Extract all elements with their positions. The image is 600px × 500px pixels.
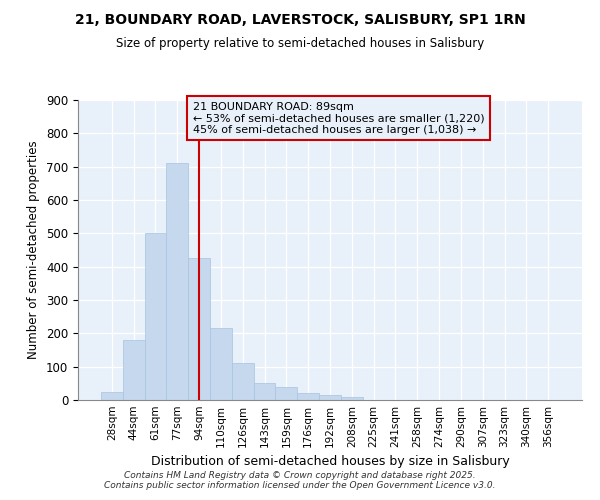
Bar: [188, 258, 210, 400]
Bar: [166, 164, 188, 400]
Text: Contains HM Land Registry data © Crown copyright and database right 2025.
Contai: Contains HM Land Registry data © Crown c…: [104, 470, 496, 490]
Bar: [319, 395, 341, 400]
Bar: [254, 384, 275, 400]
Text: 21, BOUNDARY ROAD, LAVERSTOCK, SALISBURY, SP1 1RN: 21, BOUNDARY ROAD, LAVERSTOCK, SALISBURY…: [74, 12, 526, 26]
Text: 21 BOUNDARY ROAD: 89sqm
← 53% of semi-detached houses are smaller (1,220)
45% of: 21 BOUNDARY ROAD: 89sqm ← 53% of semi-de…: [193, 102, 484, 135]
Text: Size of property relative to semi-detached houses in Salisbury: Size of property relative to semi-detach…: [116, 38, 484, 51]
Bar: [297, 394, 319, 400]
Bar: [232, 364, 254, 400]
Bar: [210, 328, 232, 400]
Bar: [275, 386, 297, 400]
Bar: [101, 392, 123, 400]
X-axis label: Distribution of semi-detached houses by size in Salisbury: Distribution of semi-detached houses by …: [151, 456, 509, 468]
Bar: [123, 340, 145, 400]
Bar: [145, 234, 166, 400]
Y-axis label: Number of semi-detached properties: Number of semi-detached properties: [28, 140, 40, 360]
Bar: [341, 396, 363, 400]
